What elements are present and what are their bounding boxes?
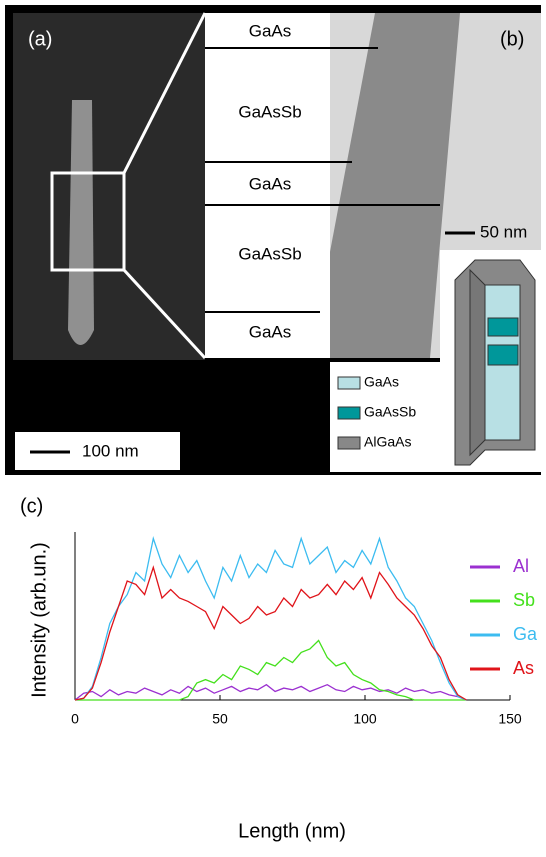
legend-swatch	[337, 376, 361, 390]
legend-swatch	[337, 436, 361, 450]
x-axis-label: Length (nm)	[238, 820, 346, 842]
panel-a-image	[13, 13, 205, 360]
schematic	[454, 259, 536, 466]
panel-label: (c)	[20, 495, 43, 517]
x-tick-label: 150	[498, 711, 522, 727]
legend-label: AlGaAs	[364, 434, 411, 450]
legend-label: GaAsSb	[364, 404, 416, 420]
layer-label: GaAs	[249, 322, 292, 341]
y-axis-label: Intensity (arb.un.)	[28, 542, 50, 698]
layer-label: GaAs	[249, 21, 292, 40]
layer-strip	[205, 13, 330, 358]
series-line	[74, 683, 467, 701]
layer-label: GaAs	[249, 174, 292, 193]
series-line	[74, 565, 467, 701]
legend-label: Ga	[513, 624, 538, 644]
legend-label: Sb	[513, 590, 535, 610]
panel-label: (b)	[500, 28, 524, 50]
x-tick-label: 100	[353, 711, 377, 727]
legend-label: Al	[513, 556, 529, 576]
zoom-box	[50, 171, 126, 272]
layer-label: GaAsSb	[238, 244, 301, 263]
zoom-line	[122, 12, 207, 174]
panel-label: (a)	[28, 28, 52, 50]
series-line	[75, 639, 467, 701]
nanowire	[68, 100, 94, 345]
scale-label: 100 nm	[82, 441, 139, 460]
legend-label: GaAs	[364, 374, 399, 390]
legend-swatch	[337, 406, 361, 420]
zoom-line	[122, 268, 207, 360]
wire-tem	[310, 13, 460, 358]
series-line	[74, 536, 467, 701]
layer-lines	[205, 47, 440, 313]
x-tick-label: 0	[71, 711, 79, 727]
scale-label: 50 nm	[480, 222, 527, 241]
schematic-legend: GaAs GaAsSb AlGaAs	[337, 374, 416, 450]
x-tick-label: 50	[212, 711, 228, 727]
legend-label: As	[513, 658, 534, 678]
layer-labels: GaAs GaAsSb GaAs GaAsSb GaAs	[238, 21, 301, 341]
plot: 0 50 100 150 Al Sb Ga As	[71, 536, 538, 727]
layer-label: GaAsSb	[238, 102, 301, 121]
